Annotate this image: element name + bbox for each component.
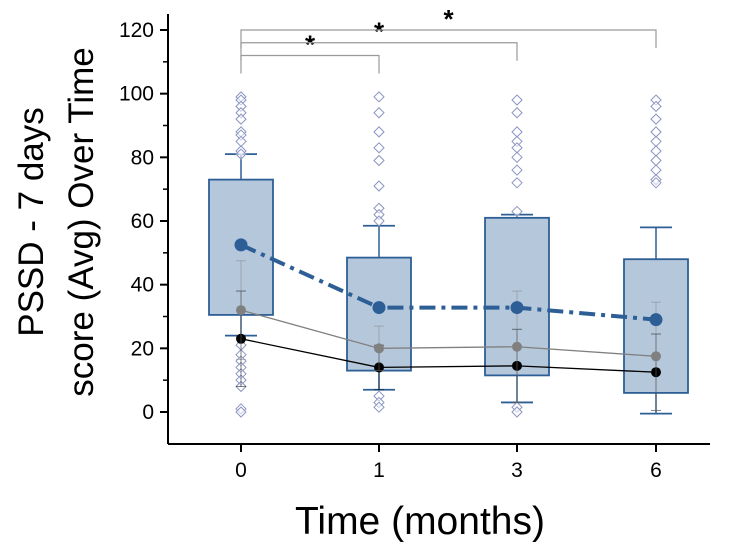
outlier-point xyxy=(373,126,385,138)
y-tick-label: 20 xyxy=(131,337,154,360)
series-line xyxy=(240,338,657,373)
y-axis-title-line2: score (Avg) Over Time xyxy=(62,47,101,396)
outlier-point xyxy=(650,154,662,167)
series-line xyxy=(240,243,657,322)
outlier-point xyxy=(511,406,523,418)
significance-layer: * * * xyxy=(240,4,657,74)
series-series-2 xyxy=(236,260,661,411)
significance-bracket: * xyxy=(240,4,657,48)
outlier-point xyxy=(373,401,385,413)
outlier-point xyxy=(373,180,385,192)
significance-star: * xyxy=(305,29,316,59)
y-tick-label: 0 xyxy=(142,401,154,424)
series-point xyxy=(236,305,246,316)
series-line xyxy=(240,309,657,357)
outlier-point xyxy=(511,126,523,138)
series-layer xyxy=(234,238,663,411)
outlier-point xyxy=(373,154,385,167)
y-tick-label: 80 xyxy=(131,146,154,169)
outlier-point xyxy=(373,215,385,227)
significance-bracket: * xyxy=(240,17,518,61)
series-point xyxy=(510,301,524,315)
outlier-point xyxy=(235,113,247,125)
significance-star: * xyxy=(443,4,454,34)
series-mean xyxy=(234,238,663,327)
outlier-point xyxy=(373,142,385,154)
outlier-point xyxy=(650,113,662,125)
y-tick-label: 100 xyxy=(119,83,154,106)
series-point xyxy=(374,343,384,354)
box-layer xyxy=(208,91,689,418)
outlier-point xyxy=(650,164,662,176)
outlier-point xyxy=(511,177,523,189)
series-point xyxy=(372,301,386,315)
significance-bracket: * xyxy=(240,29,380,74)
outlier-point xyxy=(235,135,247,148)
bracket-line xyxy=(240,29,657,48)
outlier-point xyxy=(650,100,662,113)
series-point xyxy=(651,351,661,362)
outlier-point xyxy=(511,94,523,106)
series-series-3 xyxy=(236,290,661,411)
outlier-point xyxy=(650,177,662,189)
x-tick-label: 6 xyxy=(650,459,662,482)
x-tick-label: 0 xyxy=(235,459,247,482)
series-point xyxy=(512,341,522,352)
y-tick-label: 60 xyxy=(131,210,154,233)
series-point xyxy=(649,313,663,327)
y-tick-label: 40 xyxy=(131,274,154,297)
outlier-point xyxy=(373,91,385,103)
outlier-point xyxy=(373,107,385,119)
x-tick-label: 3 xyxy=(511,459,523,482)
bracket-line xyxy=(240,42,518,61)
significance-star: * xyxy=(374,17,385,47)
outlier-point xyxy=(511,107,523,119)
outlier-point xyxy=(650,135,662,148)
x-tick-label: 1 xyxy=(373,459,385,482)
outlier-point xyxy=(650,145,662,157)
outlier-point xyxy=(511,151,523,164)
y-tick-label: 120 xyxy=(119,19,154,42)
series-point xyxy=(234,238,248,252)
x-axis-title: Time (months) xyxy=(295,500,545,543)
y-axis-title-line1: PSSD - 7 days xyxy=(12,107,51,337)
outlier-point xyxy=(235,148,247,160)
outlier-point xyxy=(235,406,247,418)
outlier-point xyxy=(650,126,662,138)
outlier-point xyxy=(511,142,523,154)
axes: 0 20 40 60 80 100 120 0 1 3 6 xyxy=(119,14,710,482)
bracket-line xyxy=(240,54,380,74)
outlier-point xyxy=(511,164,523,176)
outlier-point xyxy=(511,205,523,218)
